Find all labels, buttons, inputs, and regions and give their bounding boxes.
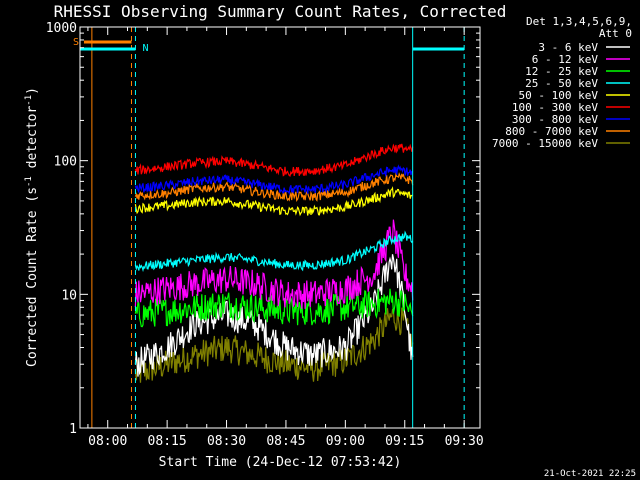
series-line-6 [134,143,414,177]
plot-area: S N 1 10 100 1000 08:00 08:15 08:30 08:45 09:00 09:… [46,21,484,449]
series-line-8 [134,172,414,203]
y-tick-label-2: 100 [54,155,77,170]
x-tick-label-6: 09:30 [445,434,484,449]
night-label: N [142,43,148,54]
saa-label: S [73,37,79,48]
x-tick-label-2: 08:30 [207,434,246,449]
y-axis-label: Corrected Count Rate (s-1 detector-1) [24,87,40,367]
x-tick-label-3: 08:45 [266,434,305,449]
x-axis-label: Start Time (24-Dec-12 07:53:42) [159,455,402,470]
legend-header-line2: Att 0 [599,27,632,40]
footer-timestamp: 21-Oct-2021 22:25 [544,469,636,479]
legend-label-6: 100 - 300 keV [512,101,598,114]
legend-label-9: 7000 - 15000 keV [492,137,598,150]
plot-frame [79,26,481,429]
series-line-5 [134,186,413,217]
legend-label-7: 300 - 800 keV [512,113,598,126]
legend-label-4: 25 - 50 keV [525,77,598,90]
series-line-4 [134,230,414,273]
legend-label-2: 6 - 12 keV [532,53,599,66]
x-tick-label-0: 08:00 [88,434,127,449]
legend-label-3: 12 - 25 keV [525,65,598,78]
chart-title: RHESSI Observing Summary Count Rates, Co… [54,2,507,21]
x-tick-label-1: 08:15 [148,434,187,449]
legend-label-8: 800 - 7000 keV [505,125,598,138]
series-line-7 [134,164,413,196]
y-tick-label-3: 1000 [46,21,77,36]
y-tick-label-1: 10 [61,288,77,303]
legend-label-5: 50 - 100 keV [519,89,599,102]
legend-header-line1: Det 1,3,4,5,6,9, [526,15,632,28]
series-line-2 [134,219,414,309]
series-line-9 [134,307,414,383]
x-tick-label-5: 09:15 [385,434,424,449]
legend-label-1: 3 - 6 keV [538,41,598,54]
x-tick-label-4: 09:00 [326,434,365,449]
y-tick-label-0: 1 [69,422,77,437]
